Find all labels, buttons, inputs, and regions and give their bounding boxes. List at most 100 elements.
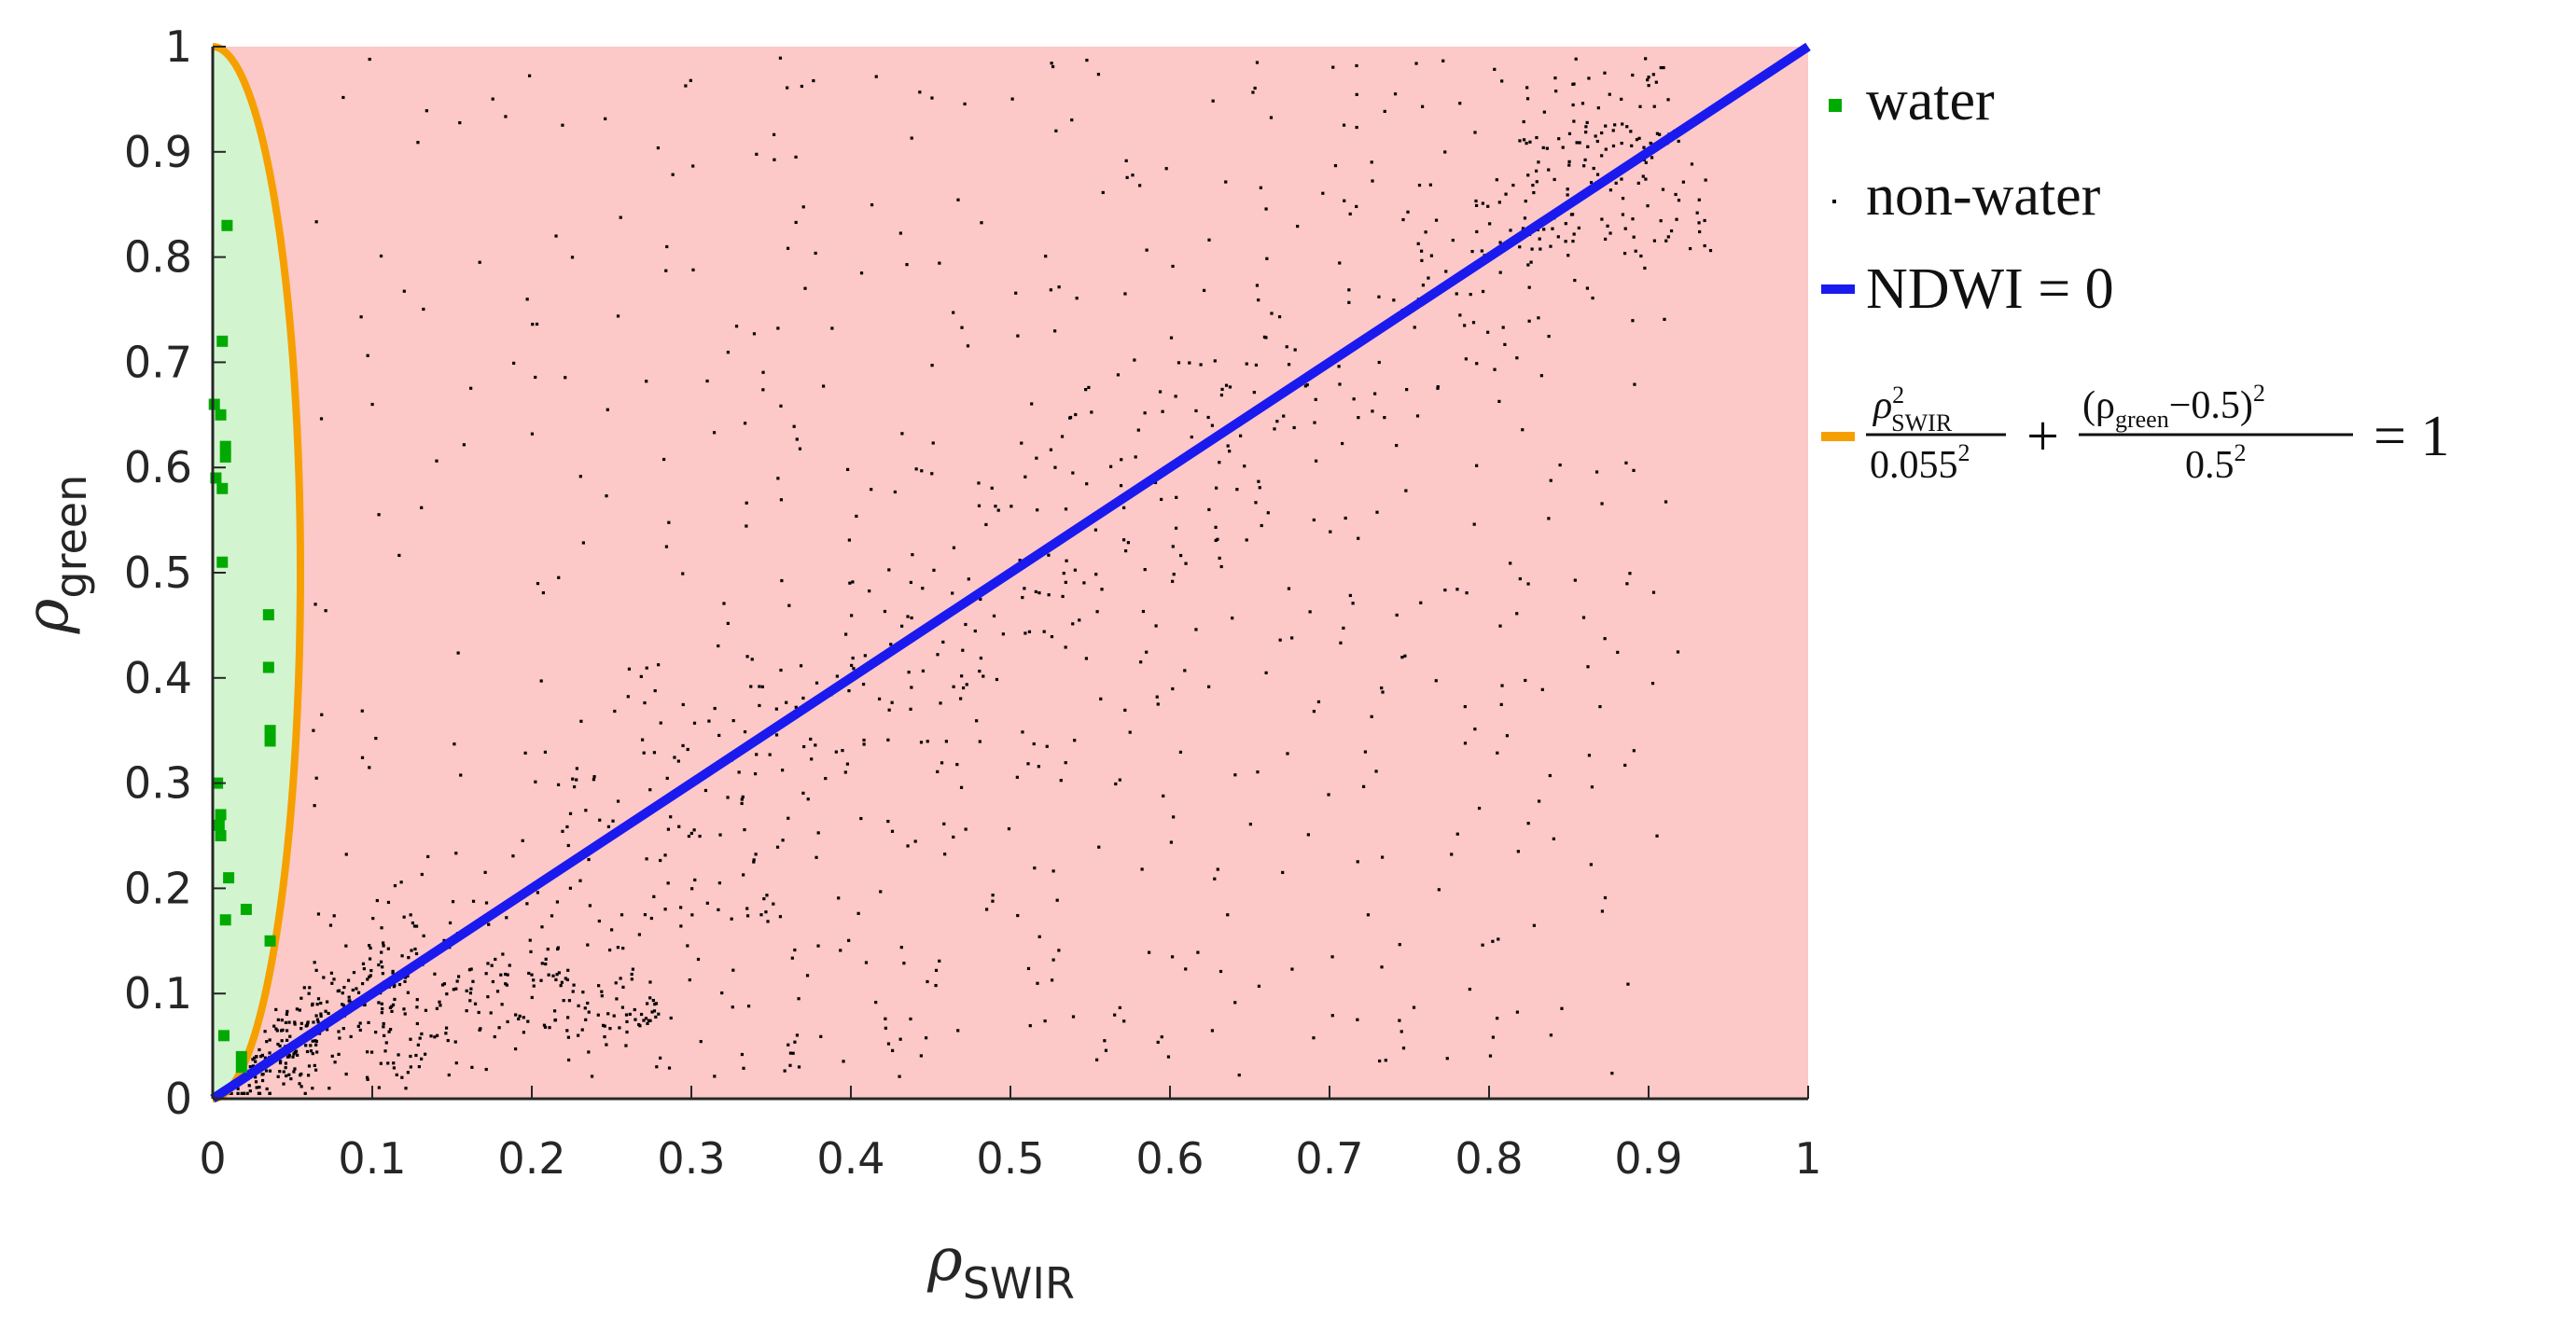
non-water-point	[1405, 388, 1409, 392]
non-water-point	[556, 783, 561, 786]
non-water-point	[344, 1072, 348, 1076]
non-water-point	[1010, 97, 1014, 101]
non-water-point	[469, 987, 473, 991]
non-water-point	[930, 364, 934, 367]
non-water-point	[299, 996, 303, 1000]
non-water-point	[1366, 913, 1371, 917]
non-water-point	[442, 938, 446, 942]
non-water-point	[351, 988, 355, 992]
non-water-point	[386, 1061, 390, 1065]
non-water-point	[312, 728, 315, 732]
non-water-point	[1316, 700, 1321, 704]
non-water-point	[713, 706, 717, 711]
non-water-point	[1592, 166, 1595, 171]
water-point	[221, 219, 233, 231]
non-water-point	[285, 1009, 289, 1014]
non-water-point	[1571, 103, 1575, 107]
non-water-point	[1649, 141, 1652, 146]
non-water-point	[379, 1061, 383, 1065]
non-water-point	[596, 1013, 600, 1017]
non-water-point	[425, 109, 428, 113]
non-water-point	[961, 686, 966, 690]
non-water-point	[639, 674, 643, 678]
non-water-point	[1698, 229, 1702, 234]
non-water-point	[1347, 288, 1351, 292]
non-water-point	[1625, 125, 1629, 129]
non-water-point	[646, 1021, 649, 1026]
non-water-point	[1539, 247, 1542, 251]
non-water-point	[717, 733, 721, 738]
non-water-point	[1251, 90, 1255, 94]
non-water-point	[673, 756, 676, 759]
non-water-point	[1383, 109, 1386, 114]
non-water-point	[671, 173, 675, 176]
non-water-point	[494, 957, 497, 962]
non-water-point	[393, 984, 397, 988]
non-water-point	[415, 1021, 419, 1026]
non-water-point	[942, 822, 946, 825]
non-water-point	[1527, 285, 1531, 289]
non-water-point	[412, 924, 417, 928]
non-water-point	[862, 738, 866, 742]
non-water-point	[1370, 160, 1373, 164]
non-water-point	[639, 1012, 644, 1017]
non-water-point	[645, 857, 648, 861]
non-water-point	[657, 1012, 661, 1016]
non-water-point	[1589, 181, 1594, 185]
non-water-point	[306, 1074, 311, 1077]
non-water-point	[584, 1018, 588, 1021]
non-water-point	[898, 1075, 901, 1078]
non-water-point	[552, 1009, 557, 1013]
non-water-point	[1610, 1072, 1614, 1075]
non-water-point	[1357, 416, 1360, 420]
y-tick-label: 0.5	[124, 548, 192, 598]
non-water-point	[919, 1054, 923, 1058]
non-water-point	[909, 707, 912, 711]
water-point	[216, 482, 229, 494]
non-water-point	[1608, 92, 1611, 96]
non-water-point	[1585, 286, 1590, 290]
non-water-point	[287, 1073, 291, 1076]
non-water-point	[1380, 855, 1385, 859]
non-water-point	[1664, 239, 1668, 243]
non-water-point	[1161, 409, 1164, 413]
non-water-point	[859, 816, 863, 821]
non-water-point	[360, 756, 365, 759]
non-water-point	[1651, 73, 1655, 76]
non-water-point	[289, 1077, 293, 1081]
non-water-point	[314, 220, 318, 224]
non-water-point	[540, 962, 544, 965]
non-water-point	[886, 738, 890, 742]
non-water-point	[1254, 363, 1259, 367]
non-water-point	[761, 388, 765, 392]
legend-formula-num2: (ρgreen−0.5)2	[2082, 380, 2265, 433]
non-water-point	[344, 853, 348, 856]
non-water-point	[652, 1009, 657, 1013]
non-water-point	[773, 158, 776, 161]
non-water-point	[1582, 164, 1586, 168]
non-water-point	[608, 1027, 612, 1031]
non-water-point	[258, 1086, 261, 1089]
non-water-point	[1497, 201, 1501, 204]
non-water-point	[864, 961, 869, 964]
non-water-point	[1515, 1010, 1520, 1014]
non-water-point	[979, 597, 982, 602]
non-water-point	[787, 1043, 790, 1047]
non-water-point	[263, 1056, 267, 1060]
non-water-point	[1526, 173, 1530, 177]
non-water-point	[251, 1058, 255, 1061]
non-water-point	[1524, 678, 1527, 683]
non-water-point	[618, 1026, 621, 1030]
non-water-point	[254, 1080, 258, 1084]
water-point	[215, 830, 227, 841]
non-water-point	[486, 962, 490, 965]
non-water-point	[1308, 610, 1312, 614]
non-water-point	[327, 1087, 331, 1090]
non-water-point	[1341, 441, 1344, 446]
non-water-point	[1171, 545, 1175, 548]
non-water-point	[1183, 669, 1187, 672]
non-water-point	[1084, 388, 1088, 392]
non-water-point	[1207, 238, 1211, 242]
non-water-point	[422, 307, 425, 312]
